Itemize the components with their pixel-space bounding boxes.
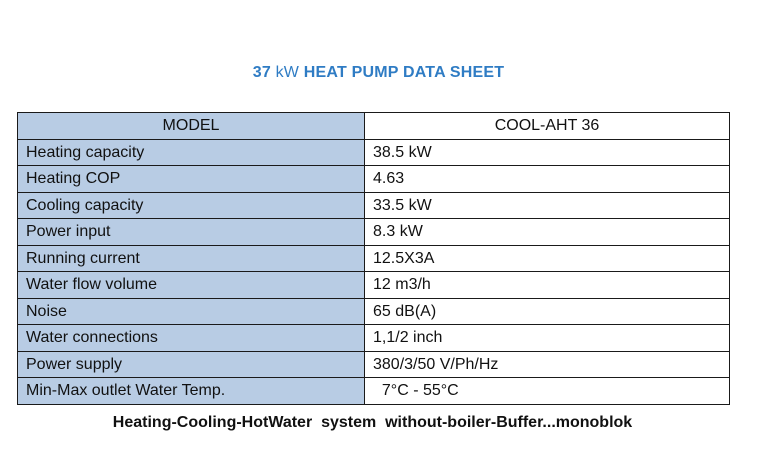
table-row: Heating capacity 38.5 kW xyxy=(17,138,730,166)
title-capacity-number: 37 xyxy=(252,64,271,81)
row-value-water-connections: 1,1/2 inch xyxy=(364,324,730,352)
row-value-heating-capacity: 38.5 kW xyxy=(364,138,730,166)
row-value-power-input: 8.3 kW xyxy=(364,218,730,246)
table-row: Power input 8.3 kW xyxy=(17,218,730,246)
row-label-water-flow-volume: Water flow volume xyxy=(17,271,365,299)
table-row: Noise 65 dB(A) xyxy=(17,297,730,325)
table-row: Water connections 1,1/2 inch xyxy=(17,324,730,352)
table-row: Heating COP 4.63 xyxy=(17,165,730,193)
row-value-power-supply: 380/3/50 V/Ph/Hz xyxy=(364,350,730,378)
row-label-power-input: Power input xyxy=(17,218,365,246)
row-value-cooling-capacity: 33.5 kW xyxy=(364,191,730,219)
table-row: Water flow volume 12 m3/h xyxy=(17,271,730,299)
table-row: Running current 12.5X3A xyxy=(17,244,730,272)
spec-table: MODEL COOL-AHT 36 Heating capacity 38.5 … xyxy=(17,112,730,405)
title-text: HEAT PUMP DATA SHEET xyxy=(303,64,505,81)
table-row: Power supply 380/3/50 V/Ph/Hz xyxy=(17,350,730,378)
row-value-running-current: 12.5X3A xyxy=(364,244,730,272)
row-value-noise: 65 dB(A) xyxy=(364,297,730,325)
row-label-power-supply: Power supply xyxy=(17,350,365,378)
row-label-cooling-capacity: Cooling capacity xyxy=(17,191,365,219)
table-row: Min-Max outlet Water Temp. 7°C - 55°C xyxy=(17,377,730,405)
title-capacity-unit: kW xyxy=(275,64,300,81)
row-label-noise: Noise xyxy=(17,297,365,325)
row-label-heating-capacity: Heating capacity xyxy=(17,138,365,166)
header-label-cell: MODEL xyxy=(17,112,365,140)
header-value-cell: COOL-AHT 36 xyxy=(364,112,730,140)
row-value-outlet-water-temp: 7°C - 55°C xyxy=(364,377,730,405)
footer-caption: Heating-Cooling-HotWater system without-… xyxy=(112,414,633,431)
row-value-heating-cop: 4.63 xyxy=(364,165,730,193)
row-label-water-connections: Water connections xyxy=(17,324,365,352)
table-header-row: MODEL COOL-AHT 36 xyxy=(17,112,730,140)
row-label-outlet-water-temp: Min-Max outlet Water Temp. xyxy=(17,377,365,405)
row-label-heating-cop: Heating COP xyxy=(17,165,365,193)
page-title: 37 kW HEAT PUMP DATA SHEET xyxy=(0,64,757,82)
table-row: Cooling capacity 33.5 kW xyxy=(17,191,730,219)
row-value-water-flow-volume: 12 m3/h xyxy=(364,271,730,299)
row-label-running-current: Running current xyxy=(17,244,365,272)
